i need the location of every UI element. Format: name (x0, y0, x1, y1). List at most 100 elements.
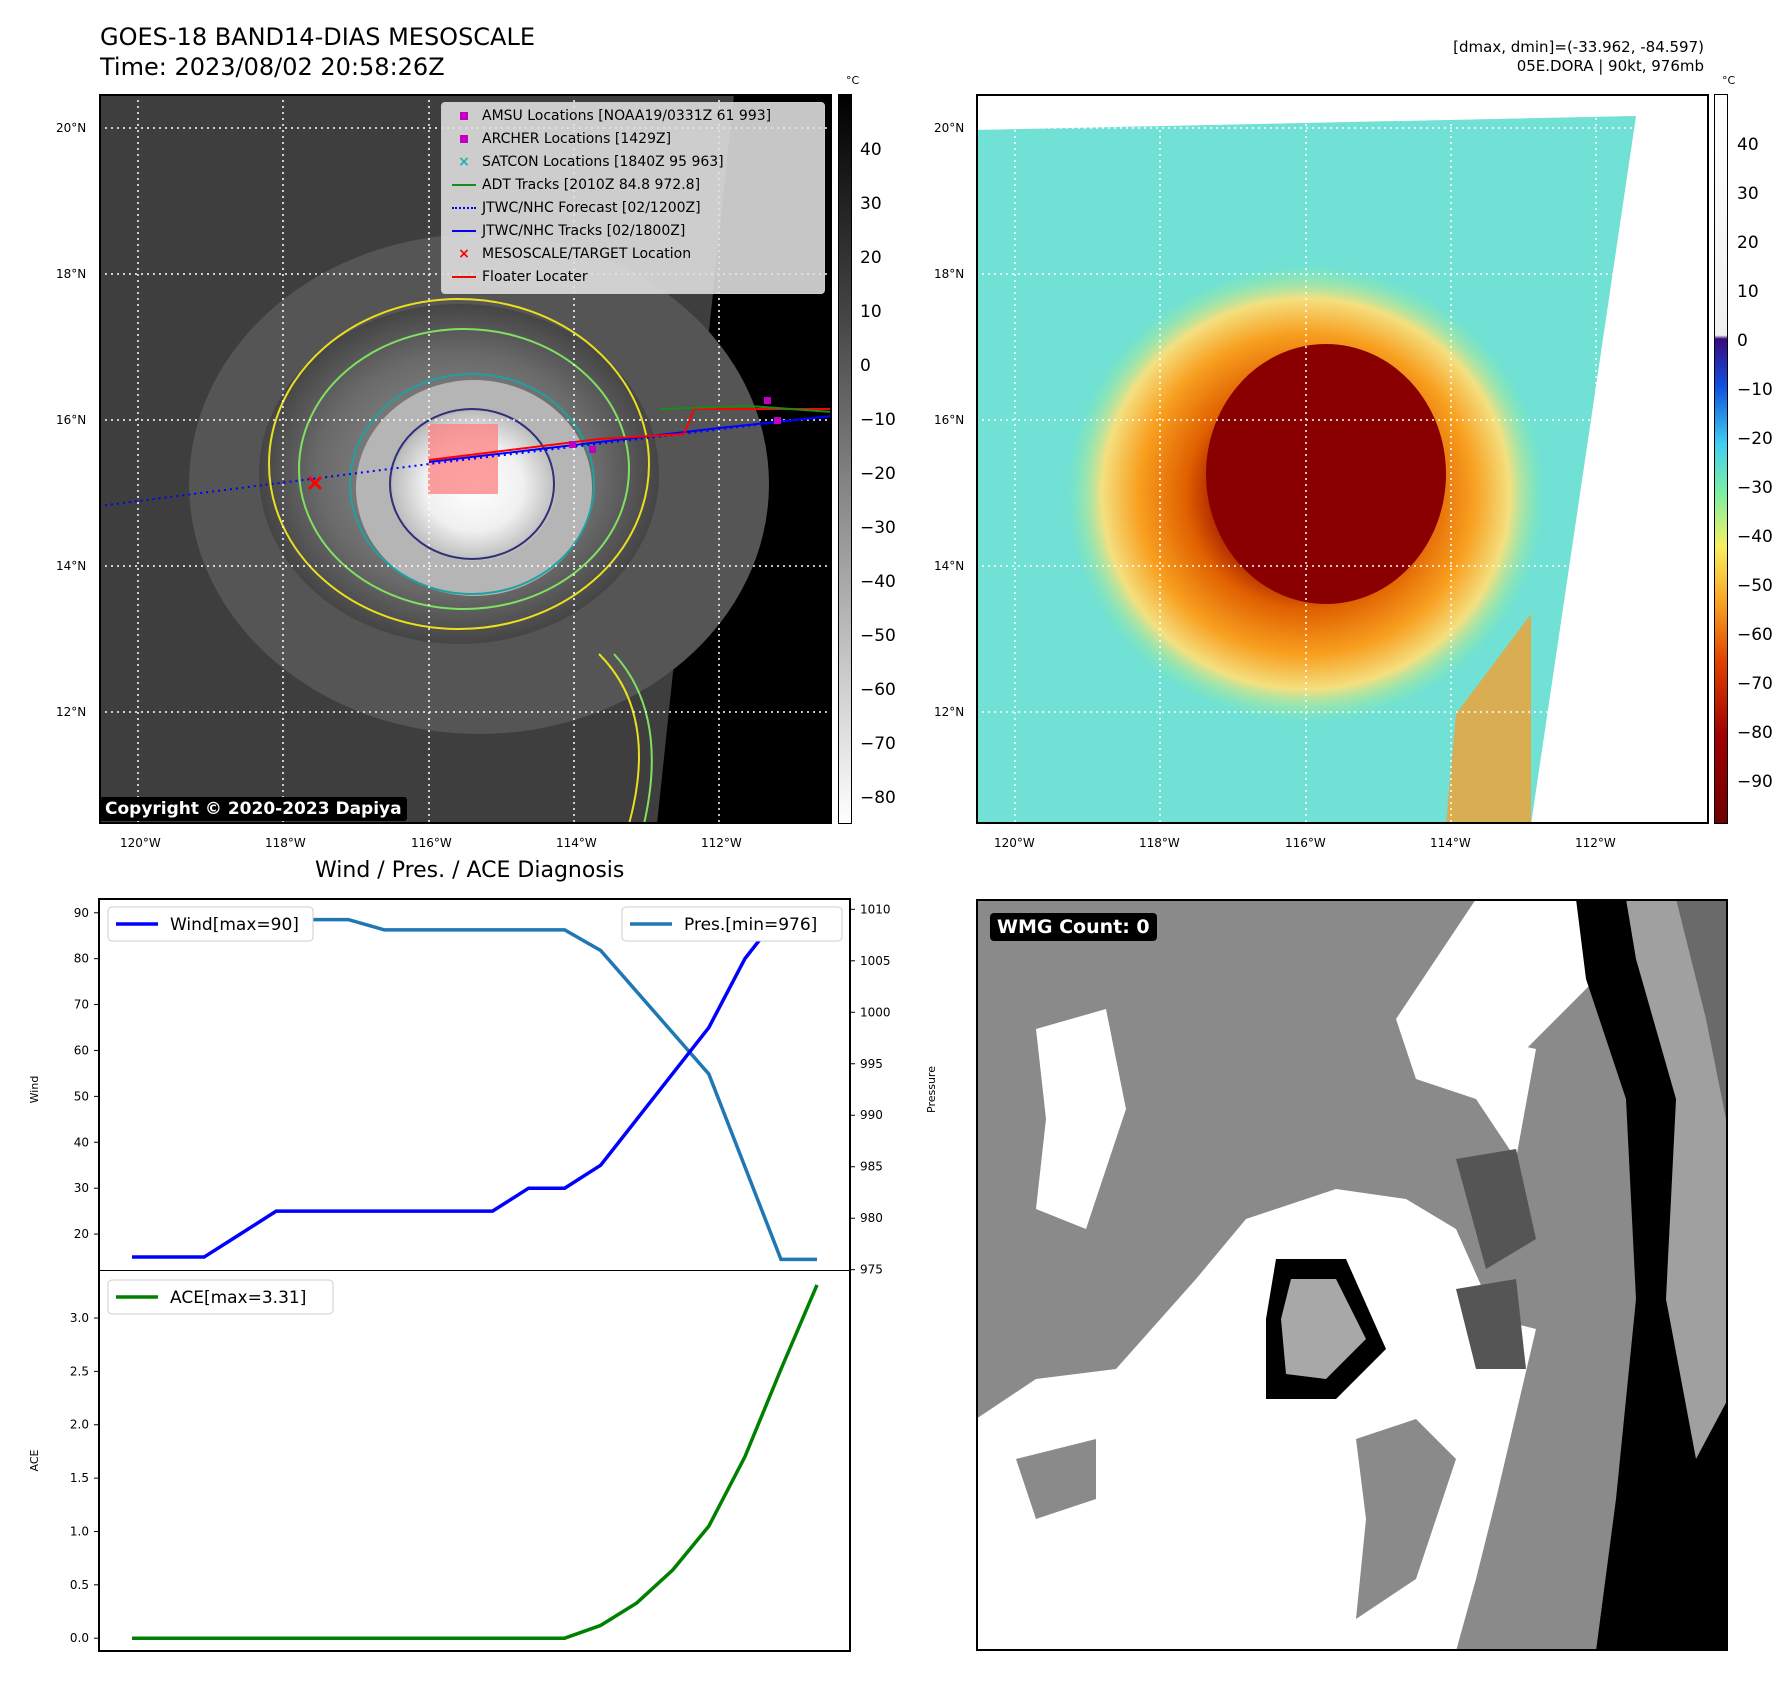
legend-box (107, 1279, 334, 1315)
cb-tick: −60 (860, 680, 896, 700)
legend-item-floater: Floater Locater (452, 269, 588, 285)
y-right-tick-label: 1010 (860, 902, 891, 916)
adt-track (658, 404, 832, 413)
y-right-axis-label: Pressure (925, 1066, 938, 1113)
ace-legend: ACE[max=3.31] (107, 1279, 334, 1315)
lon-label: 120°W (120, 836, 161, 850)
color-colorbar-unit: °C (1722, 74, 1736, 87)
legend-box (621, 906, 843, 942)
legend-item-forecast: JTWC/NHC Forecast [02/1200Z] (452, 200, 701, 216)
lat-label: 14°N (56, 559, 87, 573)
lon-label: 118°W (1139, 836, 1180, 850)
best-track (428, 415, 832, 463)
cb-tick: −40 (1737, 527, 1773, 547)
wind-line (132, 911, 817, 1259)
cb-tick: 20 (1737, 233, 1759, 253)
y-tick-label: 50 (74, 1089, 89, 1103)
y-tick-label: 70 (74, 998, 89, 1012)
lat-label: 18°N (934, 267, 965, 281)
y-right-tick-label: 1005 (860, 954, 891, 968)
cb-tick: 40 (860, 140, 882, 160)
target-marker (307, 475, 323, 491)
legend-item-amsu: AMSU Locations [NOAA19/0331Z 61 993] (452, 108, 771, 124)
y-tick-label: 30 (74, 1181, 89, 1195)
legend-label: ACE[max=3.31] (170, 1288, 306, 1308)
wmg-frame (976, 899, 1728, 1651)
y-right-tick-label: 1000 (860, 1005, 891, 1019)
storm-name-text: 05E.DORA | 90kt, 976mb (1516, 57, 1704, 75)
color-ir-map-panel (976, 94, 1709, 824)
y-tick-label: 80 (74, 952, 89, 966)
y-right-tick-label: 990 (860, 1108, 883, 1122)
cb-tick: −30 (860, 518, 896, 538)
cb-tick: 20 (860, 248, 882, 268)
figure-title: GOES-18 BAND14-DIAS MESOSCALE Time: 2023… (100, 22, 535, 82)
lat-label: 18°N (56, 267, 87, 281)
cb-tick: 0 (860, 356, 871, 376)
lat-label: 16°N (56, 413, 87, 427)
cb-tick: −30 (1737, 478, 1773, 498)
cb-tick: −40 (860, 572, 896, 592)
lon-label: 114°W (1430, 836, 1471, 850)
cb-tick: −20 (1737, 429, 1773, 449)
lat-label: 20°N (56, 121, 87, 135)
y-tick-label: 3.0 (70, 1311, 89, 1325)
y-tick-label: 90 (74, 906, 89, 920)
lon-label: 116°W (1285, 836, 1326, 850)
legend-item-target: × MESOSCALE/TARGET Location (458, 246, 692, 262)
cb-tick: −10 (1737, 380, 1773, 400)
title-line-1: GOES-18 BAND14-DIAS MESOSCALE (100, 23, 536, 51)
legend-item-satcon: × SATCON Locations [1840Z 95 963] (458, 154, 724, 170)
cb-tick: 0 (1737, 331, 1748, 351)
cb-tick: 10 (860, 302, 882, 322)
cb-tick: −90 (1737, 772, 1773, 792)
cb-tick: −70 (1737, 674, 1773, 694)
wind-legend: Wind[max=90] (107, 906, 314, 942)
y-tick-label: 2.5 (70, 1364, 89, 1378)
wmg-panel: WMG Count: 0 (976, 899, 1728, 1651)
floater-track (428, 408, 832, 461)
legend-item-tracks: JTWC/NHC Tracks [02/1800Z] (452, 223, 685, 239)
y-tick-label: 40 (74, 1135, 89, 1149)
cb-tick: 30 (860, 194, 882, 214)
cb-tick: 30 (1737, 184, 1759, 204)
lat-label: 12°N (934, 705, 965, 719)
gray-colorbar-unit: °C (846, 74, 860, 87)
y-axis-label: Wind (28, 1076, 41, 1104)
lon-label: 118°W (265, 836, 306, 850)
y-right-tick-label: 980 (860, 1211, 883, 1225)
plot-frame (98, 1270, 851, 1652)
copyright-badge: Copyright © 2020-2023 Dapiya (100, 797, 407, 821)
cb-tick: −60 (1737, 625, 1773, 645)
wind-pressure-chart: 20 30 40 50 60 70 80 90 975 980 985 990 995 1000 1005 1… (28, 898, 938, 1280)
cb-tick: −50 (860, 626, 896, 646)
y-right-tick-label: 985 (860, 1160, 883, 1174)
plot-frame (98, 898, 851, 1280)
dmax-dmin-text: [dmax, dmin]=(-33.962, -84.597) (1453, 38, 1704, 56)
ace-line (132, 1284, 819, 1640)
cb-tick: −20 (860, 464, 896, 484)
legend-label: Wind[max=90] (170, 915, 299, 935)
storm-info: [dmax, dmin]=(-33.962, -84.597) 05E.DORA… (1453, 38, 1704, 76)
y-tick-label: 1.0 (70, 1524, 89, 1538)
color-map-gridlines (976, 94, 1709, 824)
amsu-markers (569, 397, 781, 453)
y-tick-label: 20 (74, 1227, 89, 1241)
y-right-tick-label: 975 (860, 1263, 883, 1277)
gray-colorbar (838, 94, 852, 824)
gray-ir-map-panel: AMSU Locations [NOAA19/0331Z 61 993] ARC… (99, 94, 832, 824)
cb-tick: −70 (860, 734, 896, 754)
y-axis-label: ACE (28, 1449, 41, 1471)
cb-tick: 40 (1737, 135, 1759, 155)
lon-label: 114°W (556, 836, 597, 850)
lat-label: 14°N (934, 559, 965, 573)
title-line-2: Time: 2023/08/02 20:58:26Z (100, 53, 445, 81)
color-colorbar (1714, 94, 1728, 824)
lon-label: 112°W (1575, 836, 1616, 850)
cb-tick: −80 (860, 788, 896, 808)
lat-label: 12°N (56, 705, 87, 719)
legend-item-adt: ADT Tracks [2010Z 84.8 972.8] (452, 177, 700, 193)
legend-box (107, 906, 314, 942)
pressure-legend: Pres.[min=976] (621, 906, 843, 942)
color-map-frame (976, 94, 1709, 824)
